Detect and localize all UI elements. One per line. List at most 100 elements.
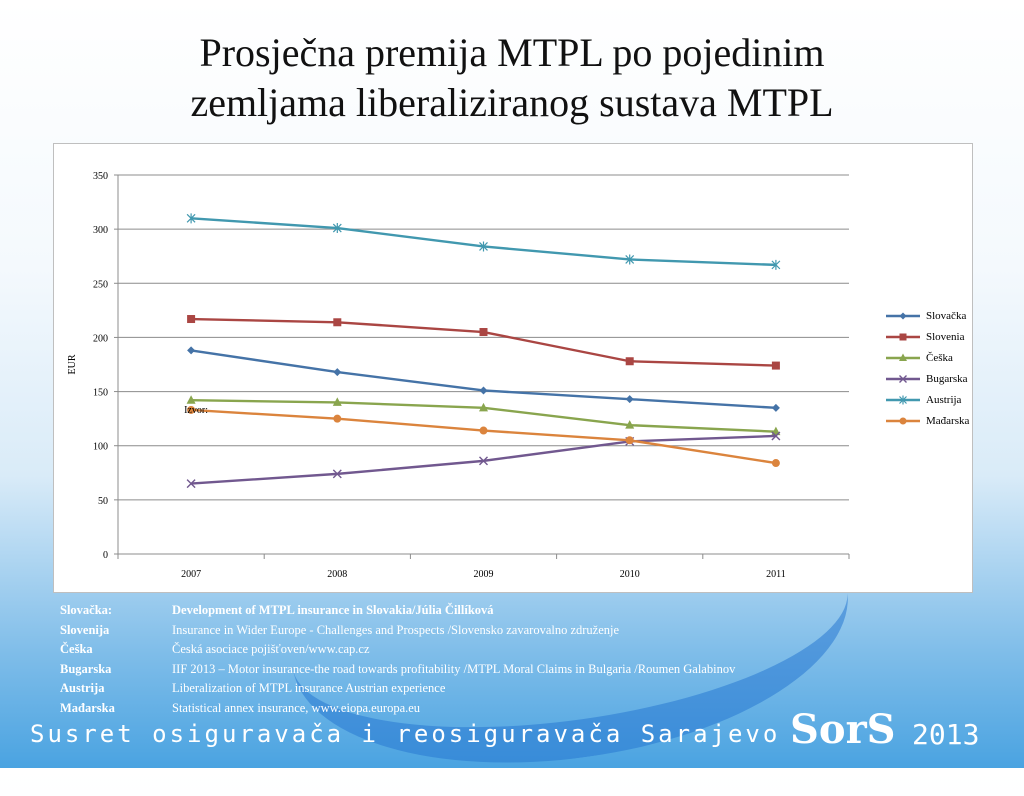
- data-point-Bugarska-2007: [186, 479, 196, 489]
- source-row: Slovenija Insurance in Wider Europe - Cha…: [60, 623, 1000, 643]
- chart-container: 0 50 100 150 200 250 300 350 2007 2008 2009 2010 201…: [53, 143, 973, 593]
- legend-item-Slovenia: Slovenia: [884, 328, 1014, 349]
- legend-label: Austrija: [926, 394, 962, 406]
- legend-label: Mađarska: [926, 415, 970, 427]
- source-row: Mađarska Statistical annex insurance, www…: [60, 701, 1000, 721]
- x-tick-label-2008: 2008: [327, 569, 347, 580]
- source-reference: Development of MTPL insurance in Slovaki…: [172, 603, 494, 617]
- data-point-Slovačka-2008: [333, 368, 342, 377]
- data-point-Češka-2007: [186, 395, 196, 404]
- data-point-Slovenia-2007: [187, 315, 196, 324]
- data-point-Slovačka-2010: [625, 395, 634, 404]
- data-point-Češka-2009: [479, 402, 488, 412]
- legend-item-Slovačka: Slovačka: [884, 307, 1014, 328]
- data-point-Bugarska-2008: [332, 469, 342, 479]
- data-point-Bugarska-2009: [479, 456, 488, 466]
- legend-swatch-Slovačka: [886, 312, 920, 320]
- data-point-Mađarska-2010: [625, 436, 634, 445]
- x-tick-label-2011: 2011: [766, 569, 786, 580]
- legend-label: Bugarska: [926, 373, 968, 385]
- y-tick-label-100: 100: [93, 442, 108, 453]
- y-tick-label-300: 300: [93, 225, 108, 236]
- footer-event-text: Susret osiguravača i reosiguravača Saraj…: [30, 720, 781, 748]
- data-point-Mađarska-2011: [771, 459, 780, 468]
- source-reference: IIF 2013 – Motor insurance-the road towa…: [172, 661, 736, 676]
- series-line-Mađarska: [191, 408, 777, 465]
- data-point-Austrija-2010: [625, 254, 635, 265]
- data-point-Češka-2008: [332, 397, 342, 406]
- source-reference: Insurance in Wider Europe - Challenges a…: [172, 622, 620, 637]
- series-Slovačka: [187, 346, 780, 412]
- legend-label: Češka: [926, 352, 953, 364]
- logo-year: 2013: [912, 718, 980, 751]
- data-point-Bugarska-2011: [771, 431, 781, 441]
- data-point-Slovenia-2011: [771, 361, 780, 370]
- source-country: Austrija: [60, 681, 105, 696]
- legend-marker-Slovenia: [899, 333, 907, 341]
- legend-item-Bugarska: Bugarska: [884, 370, 1014, 391]
- legend-label: Slovačka: [926, 310, 967, 322]
- legend-swatch-Mađarska: [886, 417, 920, 425]
- legend-marker-Slovačka: [899, 312, 907, 320]
- y-tick-label-250: 250: [93, 279, 108, 290]
- legend-item-Austrija: Austrija: [884, 391, 1014, 412]
- y-tick-label-150: 150: [93, 388, 108, 399]
- series-Mađarska: [187, 405, 780, 468]
- source-row: Bugarska IIF 2013 – Motor insurance-the r…: [60, 662, 1000, 682]
- source-country: Bugarska: [60, 661, 112, 676]
- series-Slovenia: [187, 315, 780, 370]
- line-chart: 0 50 100 150 200 250 300 350 2007 2008 2009 2010 201…: [67, 171, 850, 580]
- title-line-2: zemljama liberaliziranog sustava MTPL: [190, 80, 834, 125]
- data-point-Slovenia-2010: [625, 357, 634, 366]
- series-Bugarska: [186, 431, 781, 489]
- source-country: Slovačka:: [60, 603, 113, 617]
- legend-swatch-Češka: [886, 353, 920, 361]
- title-line-1: Prosječna premija MTPL po pojedinim: [199, 30, 825, 75]
- data-point-Austrija-2008: [332, 223, 342, 234]
- y-tick-label-350: 350: [93, 171, 108, 182]
- slide-title: Prosječna premija MTPL po pojedinim zeml…: [0, 28, 1024, 128]
- source-country: Mađarska: [60, 700, 115, 715]
- data-point-Austrija-2007: [186, 213, 196, 224]
- legend-item-Češka: Češka: [884, 349, 1014, 370]
- sources-list: Slovačka: Development of MTPL insurance i…: [60, 603, 1000, 721]
- data-point-Mađarska-2009: [479, 426, 488, 435]
- y-tick-label-0: 0: [103, 550, 108, 561]
- data-point-Slovačka-2007: [187, 346, 196, 355]
- legend-marker-Austrija: [899, 395, 907, 405]
- data-point-Austrija-2011: [771, 259, 781, 270]
- legend-label: Slovenia: [926, 331, 965, 343]
- legend-swatch-Bugarska: [886, 375, 920, 383]
- series-line-Slovenia: [191, 317, 776, 367]
- source-country: Češka: [60, 642, 93, 657]
- series-line-Bugarska: [191, 434, 776, 485]
- legend-marker-Češka: [899, 353, 907, 361]
- series-line-Slovačka: [190, 349, 776, 410]
- source-reference: Statistical annex insurance, www.eiopa.e…: [172, 700, 421, 715]
- source-row: Austrija Liberalization of MTPL insurance…: [60, 681, 1000, 701]
- y-tick-label-200: 200: [93, 333, 108, 344]
- data-point-Slovenia-2008: [333, 318, 342, 327]
- data-point-Češka-2010: [625, 420, 635, 429]
- source-row: Slovačka: Development of MTPL insurance i…: [60, 603, 1000, 623]
- chart-legend: Slovačka Slovenia Češka Bugarska Austrija Mađ…: [884, 307, 1014, 433]
- chart-annotation: Izvor:: [184, 405, 208, 416]
- source-row: Češka Česká asociace pojišťoven/www.cap.c…: [60, 642, 1000, 662]
- data-point-Slovenia-2009: [479, 328, 488, 337]
- data-point-Austrija-2009: [479, 241, 488, 252]
- data-point-Slovačka-2009: [479, 386, 488, 395]
- legend-swatch-Austrija: [886, 395, 920, 405]
- data-point-Slovačka-2011: [771, 403, 780, 412]
- legend-swatch-Slovenia: [886, 333, 920, 341]
- legend-item-Mađarska: Mađarska: [884, 412, 1014, 433]
- series-Austrija: [186, 213, 781, 270]
- x-tick-label-2007: 2007: [181, 569, 201, 580]
- sors-logo: SorS: [790, 706, 896, 753]
- x-tick-label-2009: 2009: [474, 569, 494, 580]
- y-axis-title: EUR: [67, 354, 78, 374]
- source-reference: Liberalization of MTPL insurance Austria…: [172, 681, 446, 696]
- legend-marker-Mađarska: [899, 417, 907, 425]
- legend-marker-Bugarska: [899, 375, 907, 383]
- data-point-Mađarska-2008: [333, 414, 342, 423]
- y-tick-label-50: 50: [98, 496, 108, 507]
